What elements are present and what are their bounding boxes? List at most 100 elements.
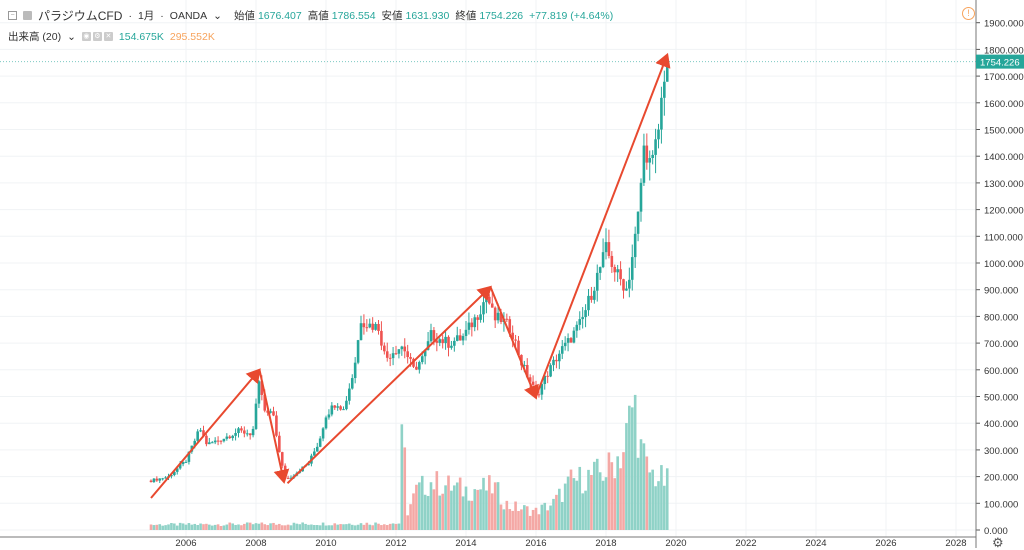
volume-bar [374, 522, 377, 530]
volume-bar [426, 495, 430, 530]
volume-bar [251, 524, 255, 530]
volume-bar [377, 523, 380, 530]
candle-body [286, 477, 290, 479]
volume-bar [181, 523, 185, 530]
volume-bar [642, 443, 646, 530]
volume-bar [193, 523, 197, 530]
volume-bar [196, 525, 199, 530]
volume-bar [406, 515, 409, 530]
exchange[interactable]: OANDA [169, 9, 208, 22]
volume-bar [415, 484, 418, 530]
candle-body [383, 345, 386, 352]
symbol-name[interactable]: パラジウムCFD [38, 9, 123, 23]
volume-bar [523, 505, 526, 530]
volume-bar [240, 525, 243, 530]
candle-body [234, 433, 237, 436]
candle-body [511, 332, 514, 340]
volume-label[interactable]: 出来高 (20) [8, 31, 62, 43]
volume-bar [636, 457, 640, 530]
candle-body [426, 341, 430, 350]
volume-bar [371, 525, 374, 530]
volume-bar [651, 469, 654, 530]
candle-body [517, 340, 520, 355]
candle-body [272, 411, 275, 416]
candle-body [660, 97, 663, 130]
candle-body [528, 377, 532, 382]
candle-body [181, 461, 185, 465]
candle-body [514, 339, 517, 341]
volume-bar [420, 475, 424, 530]
volume-bar [208, 524, 211, 530]
volume-bar [170, 523, 173, 530]
gear-icon[interactable]: ⚙ [992, 535, 1004, 550]
candle-body [482, 302, 485, 315]
volume-bar [555, 494, 558, 530]
candle-body [648, 157, 652, 163]
volume-bar [595, 458, 599, 530]
candle-body [222, 438, 226, 442]
interval[interactable]: 1月 [137, 10, 155, 22]
y-tick-label: 1400.000 [984, 152, 1024, 163]
candle-body [642, 145, 646, 183]
candle-body [563, 342, 567, 347]
volume-bar [458, 477, 462, 530]
y-tick-label: 700.000 [984, 339, 1018, 350]
volume-bar [178, 522, 182, 530]
candle-body [657, 129, 660, 140]
volume-bar [345, 524, 348, 530]
candle-body [333, 405, 337, 408]
candle-body [391, 353, 395, 359]
y-tick-label: 500.000 [984, 393, 1018, 404]
candle-body [616, 269, 619, 273]
chevron-down-icon[interactable]: ⌄ [213, 9, 222, 22]
candle-body [455, 335, 459, 341]
low-label: 安値 [381, 10, 403, 22]
candle-body [278, 435, 281, 453]
candle-body [464, 329, 468, 337]
candle-body [251, 428, 255, 436]
candle-body [665, 64, 669, 82]
candle-body [420, 356, 424, 363]
volume-bar [572, 478, 576, 530]
volume-bar [155, 524, 159, 530]
collapse-icon[interactable]: − [8, 11, 17, 20]
volume-bar [318, 525, 322, 530]
candle-body [590, 295, 593, 300]
volume-bar [383, 524, 386, 530]
candle-body [552, 359, 555, 366]
candle-body [170, 475, 173, 477]
candle-body [409, 357, 412, 359]
volume-bar [423, 494, 427, 530]
remove-icon[interactable]: ✕ [103, 32, 113, 41]
warning-icon[interactable]: ! [962, 7, 975, 20]
volume-bar [167, 524, 170, 530]
settings-icon[interactable]: ⚙ [92, 32, 102, 41]
candle-body [353, 362, 357, 379]
eye-icon[interactable]: ◉ [81, 32, 91, 41]
trend-arrow [258, 369, 290, 484]
volume-bar [485, 490, 488, 530]
trend-arrow [286, 285, 492, 484]
volume-bar [514, 501, 517, 530]
candle-body [196, 431, 199, 441]
candle-body [371, 323, 374, 330]
candle-body [315, 446, 319, 452]
candle-body [362, 323, 366, 328]
candle-body [490, 303, 494, 308]
volume-bar [269, 523, 272, 530]
candle-body [525, 365, 529, 378]
candle-body [639, 182, 643, 212]
volume-bar [450, 490, 453, 530]
candle-body [566, 338, 570, 343]
candle-body [348, 388, 351, 401]
candle-body [324, 417, 328, 429]
candle-body [549, 365, 552, 377]
candle-body [263, 394, 267, 411]
trend-arrow [489, 286, 539, 400]
trend-arrow [535, 52, 671, 397]
candle-body [199, 430, 202, 432]
candle-body [432, 330, 436, 341]
chevron-down-icon[interactable]: ⌄ [67, 30, 76, 43]
volume-bar [429, 482, 433, 530]
